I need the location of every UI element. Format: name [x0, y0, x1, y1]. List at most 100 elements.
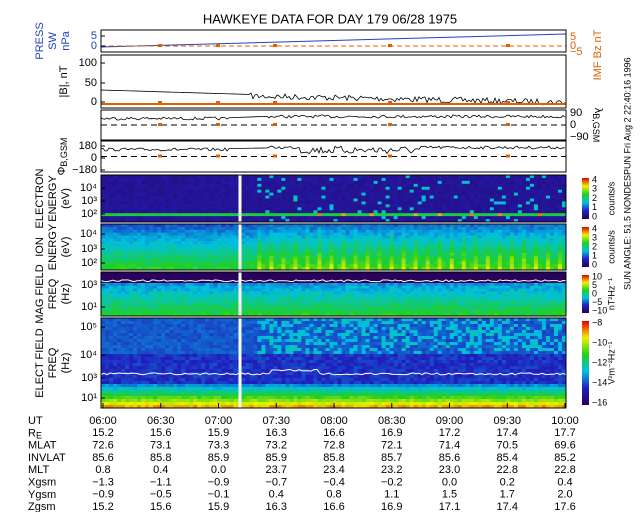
spectrogram-cell	[353, 283, 358, 287]
spectrogram-cell	[457, 224, 463, 228]
spectrogram-cell	[509, 249, 515, 254]
spectrogram-cell	[429, 192, 435, 196]
y-tick-label: 0	[91, 40, 97, 52]
spectrogram-cell	[137, 224, 142, 228]
spectrogram-cell	[133, 313, 138, 317]
spectrogram-cell	[149, 307, 154, 311]
spectrogram-cell	[165, 313, 170, 317]
spectrogram-cell	[369, 272, 374, 276]
spectrogram-cell	[249, 274, 254, 278]
spectrogram-cell	[461, 216, 467, 220]
spectrogram-cell	[297, 195, 302, 199]
spectrogram-cell	[145, 244, 150, 248]
spectrogram-cell	[273, 258, 278, 262]
spectrogram-cell	[461, 264, 467, 268]
spectrogram-cell	[205, 207, 210, 211]
spectrogram-cell	[269, 274, 274, 278]
spectrogram-cell	[413, 204, 419, 208]
spectrogram-cell	[445, 186, 451, 191]
spectrogram-cell	[313, 264, 318, 268]
spectrogram-cell	[125, 274, 130, 278]
spectrogram-cell	[293, 280, 298, 284]
spectrogram-cell	[185, 283, 190, 287]
spectrogram-cell	[477, 241, 483, 245]
spectrogram-cell	[465, 261, 471, 265]
spectrogram-cell	[369, 192, 374, 196]
spectrogram-cell	[149, 296, 154, 300]
spectrogram-cell	[477, 244, 483, 248]
spectrogram-cell	[485, 201, 491, 205]
spectrogram-cell	[197, 252, 202, 257]
spectrogram-cell	[349, 229, 354, 234]
spectrogram-cell	[281, 272, 286, 276]
spectrogram-cell	[273, 299, 278, 303]
spectrogram-cell	[269, 296, 274, 300]
spectrogram-cell	[109, 224, 114, 228]
spectrogram-cell	[473, 224, 479, 228]
spectrogram-cell	[521, 226, 527, 231]
spectrogram-cell	[213, 183, 218, 188]
spectrogram-cell	[153, 283, 158, 287]
spectrogram-cell	[245, 177, 250, 182]
spectrogram-cell	[281, 241, 286, 245]
spectrogram-cell	[337, 296, 342, 300]
spectrogram-cell	[233, 280, 238, 284]
spectrogram-cell	[205, 247, 210, 251]
spectrogram-cell	[161, 177, 166, 182]
spectrogram-cell	[189, 274, 194, 278]
spectrogram-cell	[101, 175, 106, 179]
spectrogram-cell	[393, 177, 399, 182]
spectrogram-cell	[445, 238, 451, 242]
spectrogram-cell	[233, 249, 238, 254]
spectrogram-cell	[281, 285, 286, 289]
spectrogram-cell	[377, 258, 383, 262]
spectrogram-cell	[381, 258, 387, 262]
spectrogram-cell	[353, 305, 358, 309]
spectrogram-cell	[529, 204, 535, 208]
spectrogram-cell	[305, 189, 310, 194]
spectrogram-cell	[297, 224, 302, 228]
spectrogram-cell	[333, 296, 338, 300]
spectrogram-cell	[189, 207, 194, 211]
spectrogram-cell	[525, 213, 531, 217]
spectrogram-cell	[477, 229, 483, 234]
spectrogram-cell	[325, 177, 330, 182]
spectrogram-cell	[417, 186, 423, 191]
spectrogram-cell	[373, 210, 378, 214]
spectrogram-cell	[365, 241, 370, 245]
spectrogram-cell	[117, 302, 122, 306]
spectrogram-cell	[293, 252, 298, 257]
spectrogram-cell	[209, 219, 214, 223]
spectrogram-cell	[261, 272, 266, 276]
spectrogram-cell	[501, 186, 507, 191]
spectrogram-cell	[121, 294, 126, 298]
spectrogram-cell	[293, 285, 298, 289]
spectrogram-cell	[421, 238, 427, 242]
spectrogram-cell	[261, 238, 266, 242]
spectrogram-cell	[137, 216, 142, 220]
spectrogram-cell	[161, 189, 166, 194]
spectrogram-cell	[105, 192, 110, 196]
spectrogram-cell	[193, 261, 198, 265]
spectrogram-cell	[233, 305, 238, 309]
spectrogram-cell	[213, 267, 218, 271]
spectrogram-cell	[477, 264, 483, 268]
spectrogram-cell	[341, 307, 346, 311]
spectrogram-cell	[117, 235, 122, 239]
spectrogram-cell	[345, 296, 350, 300]
spectrogram-cell	[277, 285, 282, 289]
spectrogram-cell	[445, 210, 451, 214]
spectrogram-cell	[553, 241, 559, 245]
spectrogram-cell	[329, 238, 334, 242]
spectrogram-cell	[133, 252, 138, 257]
spectrogram-cell	[125, 249, 130, 254]
spectrogram-cell	[305, 255, 310, 259]
spectrogram-cell	[229, 267, 234, 271]
spectrogram-cell	[301, 264, 306, 268]
spectrogram-cell	[401, 264, 407, 268]
spectrogram-cell	[101, 207, 106, 211]
spectrogram-cell	[329, 232, 334, 236]
spectrogram-cell	[429, 189, 435, 194]
spectrogram-cell	[445, 198, 451, 202]
spectrogram-cell	[357, 277, 362, 281]
